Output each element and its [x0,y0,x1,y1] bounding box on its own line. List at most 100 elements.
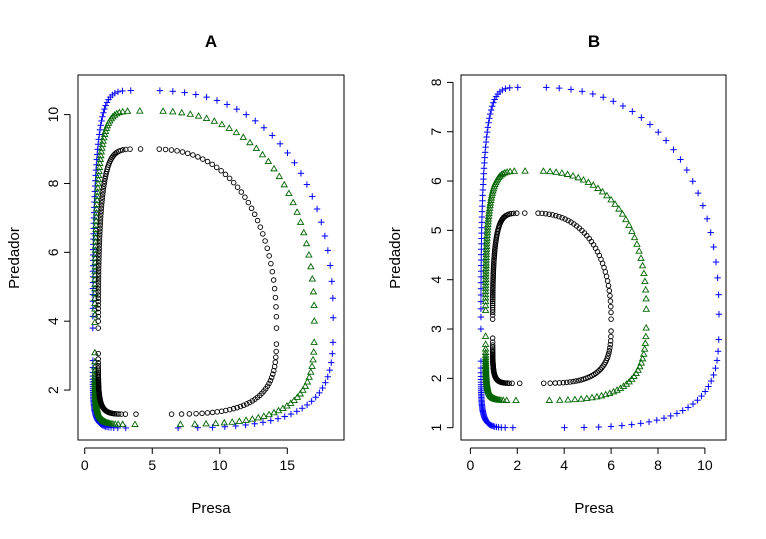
panel-b-x-tick-label: 0 [466,457,474,473]
data-point [309,355,317,363]
data-point [95,356,102,362]
data-point [168,147,175,153]
data-point [593,392,601,400]
data-point [616,384,625,391]
data-point [628,421,635,428]
data-point [642,294,650,302]
data-point [477,267,485,275]
data-point [546,167,554,175]
data-point [156,87,164,94]
data-point [114,420,122,427]
data-point [567,379,573,385]
data-point [491,252,498,258]
data-point [218,168,224,174]
data-point [223,407,229,414]
data-point [293,393,302,400]
data-point [233,105,241,113]
data-point [324,247,332,254]
data-point [105,96,112,103]
data-point [619,102,627,110]
data-point [97,220,104,226]
panel-b-xlabel: Presa [574,500,614,517]
data-point [133,411,139,417]
data-point [96,259,102,266]
data-point [549,212,556,218]
data-point [713,357,721,364]
data-point [202,114,211,121]
panel-b-x-tick-label: 2 [513,457,521,473]
data-point [481,159,488,167]
data-point [521,167,529,174]
data-point [298,405,306,412]
data-point [273,354,279,361]
data-point [633,240,641,247]
data-point [239,133,248,140]
data-point [303,181,311,188]
data-point [102,173,109,179]
data-point [489,342,496,348]
data-point [677,156,684,163]
data-point [266,253,272,259]
data-point [490,269,497,275]
data-point [546,211,552,217]
data-point [490,281,496,287]
data-point [481,290,490,298]
panel-a-series-plus [89,87,337,432]
data-point [490,267,497,274]
data-point [477,298,485,305]
data-point [238,189,245,195]
data-point [303,401,311,409]
data-point [97,225,103,232]
data-point [99,197,105,203]
data-point [228,418,236,425]
data-point [490,279,496,285]
data-point [213,97,221,104]
data-point [575,377,582,384]
panel-b-x-tick-label: 10 [697,457,713,473]
data-point [561,424,568,431]
data-point [309,193,316,200]
data-point [100,186,107,192]
data-point [308,274,317,282]
data-point [181,89,188,96]
data-point [258,150,267,158]
panel-b-x-tick-label: 4 [560,457,568,473]
data-point [273,348,279,355]
data-point [501,168,509,176]
data-point [597,366,604,373]
data-point [305,250,313,258]
data-point [273,325,280,331]
data-point [603,191,611,199]
data-point [567,86,575,93]
data-point [312,394,319,401]
data-point [607,423,615,430]
data-point [645,418,653,426]
data-point [268,260,274,267]
data-point [222,171,229,178]
data-point [96,254,102,260]
data-point [269,132,276,139]
data-point [305,373,314,380]
data-point [115,411,122,417]
data-point [240,402,247,409]
data-point [246,138,254,146]
data-point [490,262,497,269]
data-point [308,362,316,369]
data-point [653,416,660,424]
data-point [642,305,651,312]
data-point [95,309,102,316]
data-point [607,345,613,351]
data-point [95,292,102,298]
data-point [607,298,614,304]
data-point [98,208,104,215]
data-point [179,149,186,155]
data-point [607,293,613,299]
data-point [707,229,714,236]
data-point [606,348,613,354]
data-point [605,350,612,357]
data-point [214,409,220,415]
data-point [715,291,722,298]
data-point [272,294,279,301]
